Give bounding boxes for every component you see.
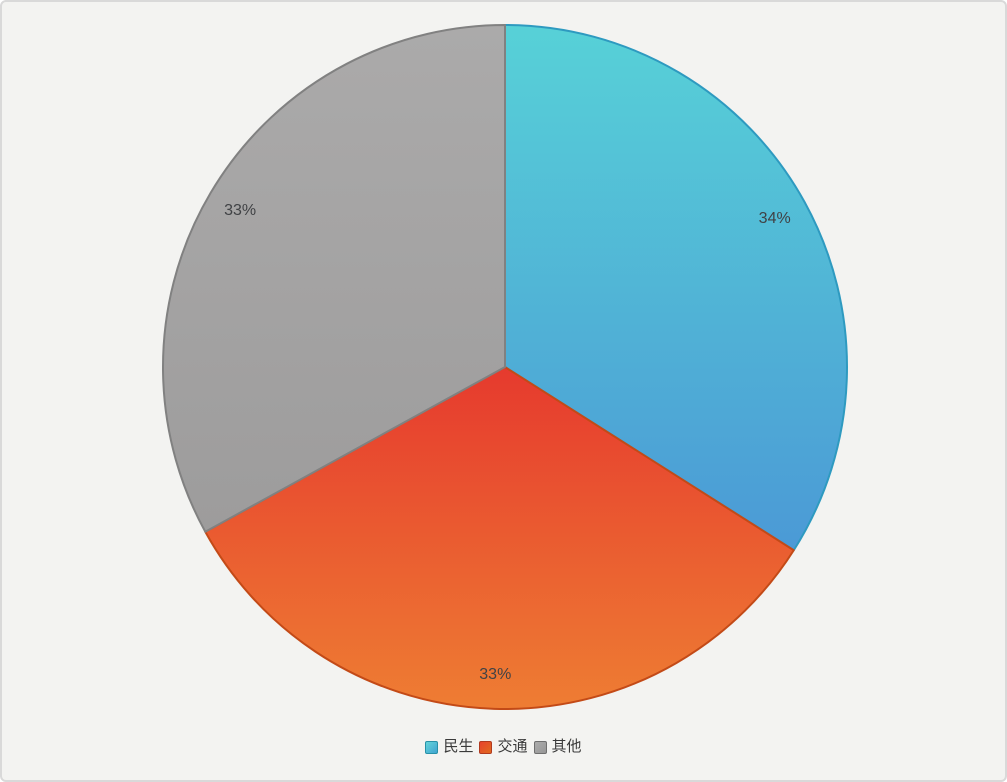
percent-label-2: 33% [479,666,511,683]
legend-item-qita[interactable]: 其他 [533,739,582,755]
pie-slice-2[interactable] [204,366,795,710]
legend-label-qita: 其他 [551,739,582,755]
legend-item-minsheng[interactable]: 民生 [425,740,473,755]
chart-legend: 民生 交通 其他 [2,740,1005,755]
legend-swatch-minsheng [425,741,439,754]
pie-slice-1[interactable] [504,24,848,552]
legend-swatch-jiaotong [479,741,493,754]
legend-label-jiaotong: 交通 [497,739,528,755]
legend-swatch-qita [533,741,547,754]
percent-label-1: 34% [759,210,791,227]
pie-slice-3[interactable] [162,24,506,533]
legend-item-jiaotong[interactable]: 交通 [479,739,528,755]
percent-label-3: 33% [224,202,256,219]
legend-label-minsheng: 民生 [443,739,474,755]
